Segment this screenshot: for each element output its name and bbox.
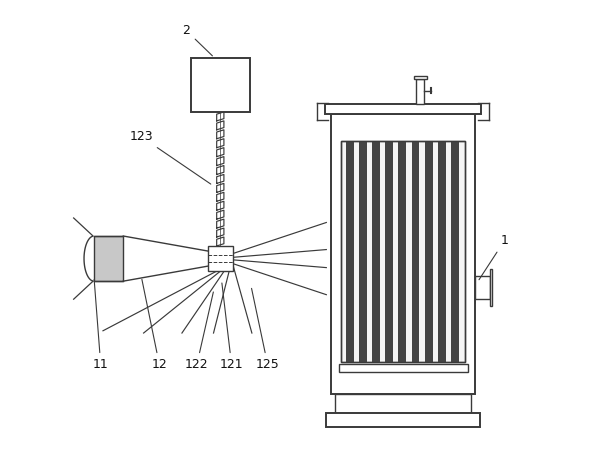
Text: 121: 121 xyxy=(220,283,244,371)
Bar xyxy=(489,269,492,306)
Bar xyxy=(208,246,233,271)
Bar xyxy=(326,413,480,427)
Bar xyxy=(399,141,406,362)
Bar xyxy=(372,141,380,362)
Text: 2: 2 xyxy=(182,24,213,56)
Bar xyxy=(191,58,249,112)
Text: 125: 125 xyxy=(251,288,280,371)
Bar xyxy=(425,141,432,362)
Bar xyxy=(413,76,427,79)
Bar xyxy=(412,141,419,362)
Text: 1: 1 xyxy=(479,234,508,280)
Bar xyxy=(386,141,393,362)
Bar xyxy=(341,141,465,362)
Text: 12: 12 xyxy=(142,279,168,371)
Bar xyxy=(331,114,475,394)
Text: 123: 123 xyxy=(129,130,211,184)
Bar xyxy=(438,141,446,362)
Bar xyxy=(475,276,489,299)
Bar xyxy=(451,141,459,362)
Bar xyxy=(326,104,481,114)
Text: 122: 122 xyxy=(185,292,213,371)
Text: 11: 11 xyxy=(93,279,109,371)
Bar xyxy=(346,141,354,362)
Bar xyxy=(359,141,367,362)
Bar xyxy=(94,236,124,281)
Bar xyxy=(341,141,465,362)
Bar xyxy=(416,79,425,104)
Bar xyxy=(336,394,470,413)
Bar xyxy=(339,364,467,372)
